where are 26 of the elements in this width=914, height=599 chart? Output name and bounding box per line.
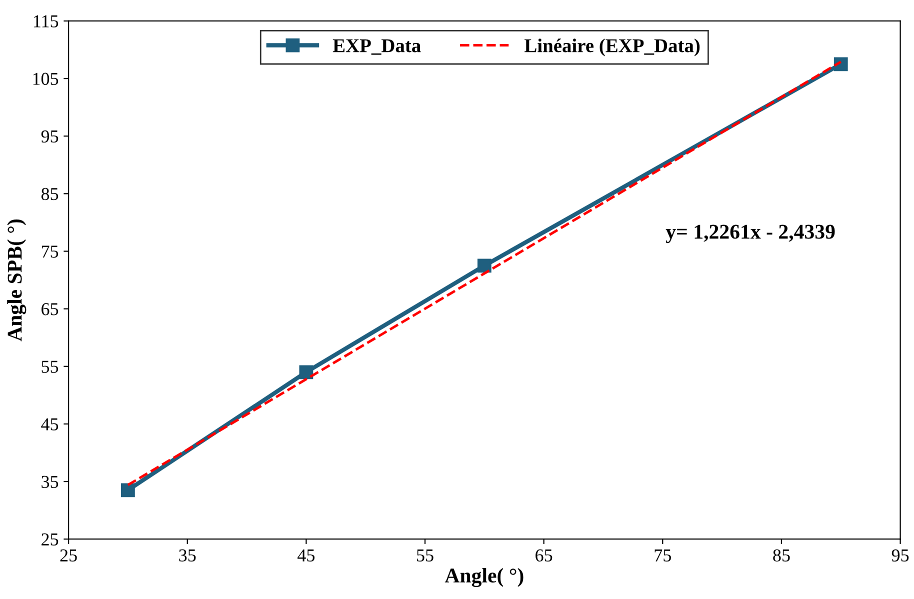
y-axis-title: Angle SPB( °) [7,219,26,342]
x-tick-label: 55 [417,550,434,562]
legend-label: Linéaire (EXP_Data) [524,38,700,56]
x-tick-label: 35 [179,549,196,562]
y-tick-label: 45 [41,418,58,430]
x-tick-label: 45 [298,549,315,562]
legend-label: EXP_Data [332,39,421,55]
x-axis-title: Angle( °) [444,568,524,588]
y-tick-label: 85 [41,188,58,200]
annotation: y= 1,2261x - 2,4339 [666,224,835,244]
y-tick-label: 105 [33,72,58,85]
x-tick-label: 75 [654,550,671,562]
y-tick-label: 25 [42,533,58,546]
point [477,258,492,273]
x-tick-label: 85 [773,549,790,562]
point [121,483,135,498]
y-tick-label: 35 [42,476,58,488]
y-tick-label: 115 [34,15,58,28]
y-tick-label: 65 [42,303,58,316]
y-tick-label: 95 [41,130,58,143]
x-tick-label: 25 [60,549,77,562]
y-tick-label: 75 [42,246,58,258]
x-tick-label: 95 [892,549,909,562]
x-tick-label: 65 [536,549,552,562]
y-tick-label: 55 [42,360,58,373]
point [299,365,314,380]
